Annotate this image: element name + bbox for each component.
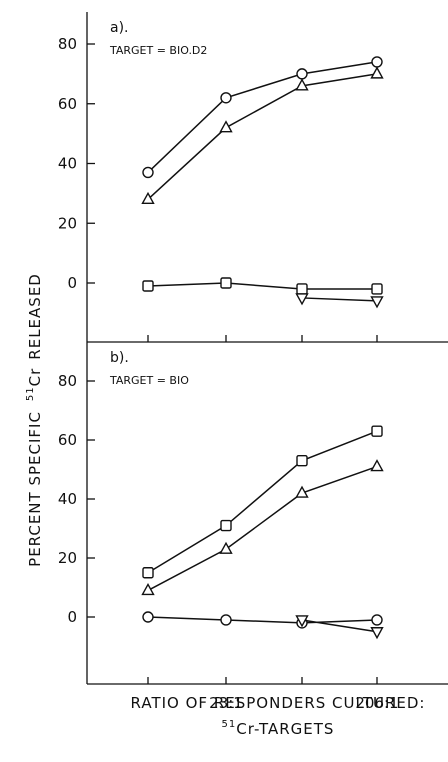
data-point-square: [296, 283, 308, 295]
y-tick-label: 60: [58, 431, 77, 449]
data-point-triangle-up: [141, 582, 155, 596]
data-point-circle: [371, 56, 383, 68]
x-tick-label: 23:1: [209, 694, 243, 712]
data-point-square: [142, 280, 154, 292]
data-point-circle: [220, 92, 232, 104]
data-point-triangle-up: [370, 459, 384, 472]
data-point-triangle-up: [219, 120, 233, 133]
y-tick-label: 80: [58, 372, 77, 390]
series-line-square: [147, 430, 378, 574]
x-axis-title-line2: 51Cr-TARGETS: [222, 719, 335, 738]
y-tick-label: 0: [67, 274, 77, 292]
y-axis-title: PERCENT SPECIFIC51CrRELEASED: [25, 273, 44, 567]
data-point-triangle-down: [370, 627, 384, 640]
panel-target-label: TARGET = BIO: [109, 374, 189, 387]
data-point-triangle-up: [295, 485, 309, 498]
chart-panel-b: 0 20 40 60 80 23:1 206:1 b). TARGET = BIO: [58, 342, 448, 712]
data-point-circle: [371, 614, 383, 626]
panel-target-label: TARGET = BIO.D2: [109, 44, 207, 57]
series-line-triangle-down: [301, 619, 378, 633]
data-point-circle: [142, 611, 154, 623]
series-line-circle: [147, 616, 378, 624]
panel-label: a).: [110, 20, 129, 36]
y-tick-label: 60: [58, 95, 77, 113]
data-point-square: [142, 567, 154, 579]
series-line-triangle-up: [147, 465, 378, 592]
panel-label: b).: [110, 350, 129, 366]
y-tick-label: 80: [58, 35, 77, 53]
data-point-circle: [296, 68, 308, 80]
y-tick-label: 40: [58, 490, 77, 508]
series-line-triangle-up: [147, 73, 378, 200]
y-tick-label: 40: [58, 155, 77, 173]
y-tick-label: 20: [58, 214, 77, 232]
y-tick-label: 20: [58, 549, 77, 567]
series-line-circle: [147, 61, 378, 174]
data-point-triangle-down: [370, 296, 384, 309]
chart-panel-a: 0 20 40 60 80 a). TARGET = BIO.D2: [58, 12, 448, 343]
data-point-triangle-down: [295, 615, 309, 628]
data-point-triangle-up: [295, 78, 309, 91]
data-point-square: [296, 454, 308, 467]
data-point-square: [220, 519, 232, 532]
y-tick-label: 0: [67, 608, 77, 626]
data-point-circle: [220, 614, 232, 626]
data-point-circle: [142, 166, 154, 179]
x-tick-label: 206:1: [355, 694, 398, 712]
data-point-square: [371, 425, 383, 437]
series-line-triangle-down: [301, 297, 378, 302]
x-axis-title-line1: RATIO OF RESPONDERS CULTURED:: [131, 694, 426, 712]
data-point-square: [220, 277, 232, 289]
data-point-triangle-up: [141, 191, 155, 205]
data-point-triangle-up: [219, 541, 233, 554]
series-line-square: [147, 282, 377, 290]
data-point-triangle-down: [295, 293, 309, 306]
data-point-square: [371, 283, 383, 295]
data-point-triangle-up: [370, 66, 384, 79]
